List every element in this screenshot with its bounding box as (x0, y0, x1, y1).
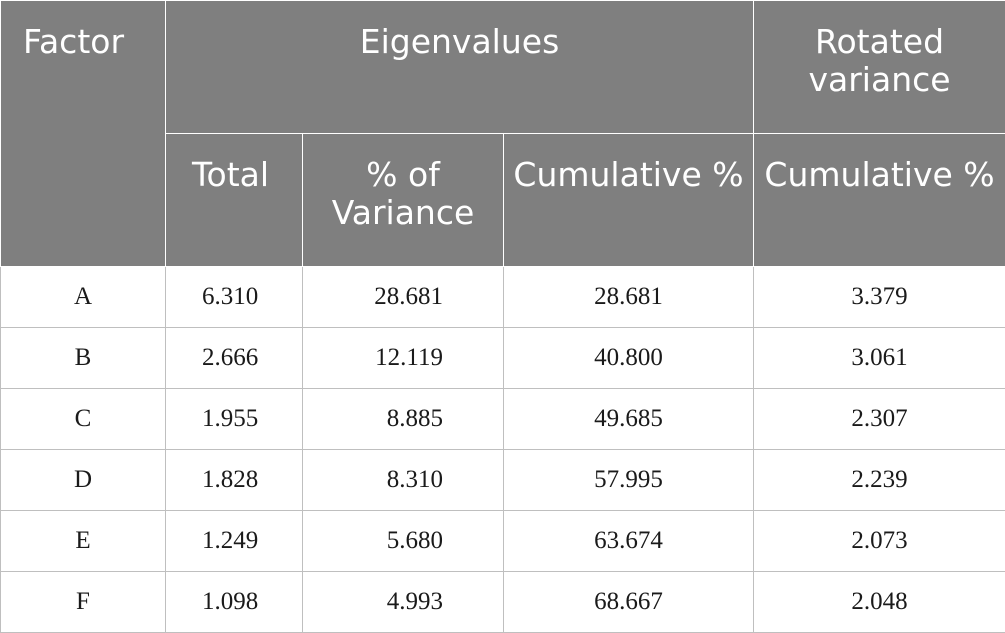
table-body: A 6.310 28.681 28.681 3.379 B 2.666 12.1… (1, 267, 1005, 633)
factor-cell: E (1, 511, 166, 572)
cumulative-pct-cell: 63.674 (504, 511, 754, 572)
factor-header: Factor (1, 1, 166, 267)
factor-cell: A (1, 267, 166, 328)
cumulative-pct-cell: 40.800 (504, 328, 754, 389)
cumulative-pct-cell: 49.685 (504, 389, 754, 450)
total-cell: 2.666 (166, 328, 303, 389)
rotated-cumulative-pct-cell: 3.379 (754, 267, 1005, 328)
cumulative-pct-header: Cumulative % (504, 134, 754, 267)
factor-cell: D (1, 450, 166, 511)
total-cell: 6.310 (166, 267, 303, 328)
pct-of-variance-cell: 5.680 (303, 511, 504, 572)
table-row: C 1.955 8.885 49.685 2.307 (1, 389, 1005, 450)
rotated-cumulative-pct-cell: 2.073 (754, 511, 1005, 572)
table-row: B 2.666 12.119 40.800 3.061 (1, 328, 1005, 389)
pct-of-variance-cell: 8.310 (303, 450, 504, 511)
factor-cell: B (1, 328, 166, 389)
table-row: F 1.098 4.993 68.667 2.048 (1, 572, 1005, 633)
factor-cell: F (1, 572, 166, 633)
cumulative-pct-cell: 68.667 (504, 572, 754, 633)
rotated-variance-header: Rotated variance (754, 1, 1005, 134)
table-row: E 1.249 5.680 63.674 2.073 (1, 511, 1005, 572)
total-cell: 1.955 (166, 389, 303, 450)
total-cell: 1.098 (166, 572, 303, 633)
cumulative-pct-cell: 57.995 (504, 450, 754, 511)
pct-of-variance-cell: 8.885 (303, 389, 504, 450)
rotated-cumulative-pct-cell: 3.061 (754, 328, 1005, 389)
eigenvalues-header: Eigenvalues (166, 1, 754, 134)
total-cell: 1.249 (166, 511, 303, 572)
header-row-top: Factor Eigenvalues Rotated variance (1, 1, 1005, 134)
pct-of-variance-cell: 28.681 (303, 267, 504, 328)
rotated-cumulative-pct-header: Cumulative % (754, 134, 1005, 267)
pct-of-variance-cell: 4.993 (303, 572, 504, 633)
cumulative-pct-cell: 28.681 (504, 267, 754, 328)
total-cell: 1.828 (166, 450, 303, 511)
pct-of-variance-cell: 12.119 (303, 328, 504, 389)
rotated-cumulative-pct-cell: 2.307 (754, 389, 1005, 450)
table-header: Factor Eigenvalues Rotated variance Tota… (1, 1, 1005, 267)
pct-of-variance-header: % of Variance (303, 134, 504, 267)
rotated-cumulative-pct-cell: 2.239 (754, 450, 1005, 511)
total-header: Total (166, 134, 303, 267)
table-row: A 6.310 28.681 28.681 3.379 (1, 267, 1005, 328)
factor-cell: C (1, 389, 166, 450)
table-row: D 1.828 8.310 57.995 2.239 (1, 450, 1005, 511)
rotated-cumulative-pct-cell: 2.048 (754, 572, 1005, 633)
